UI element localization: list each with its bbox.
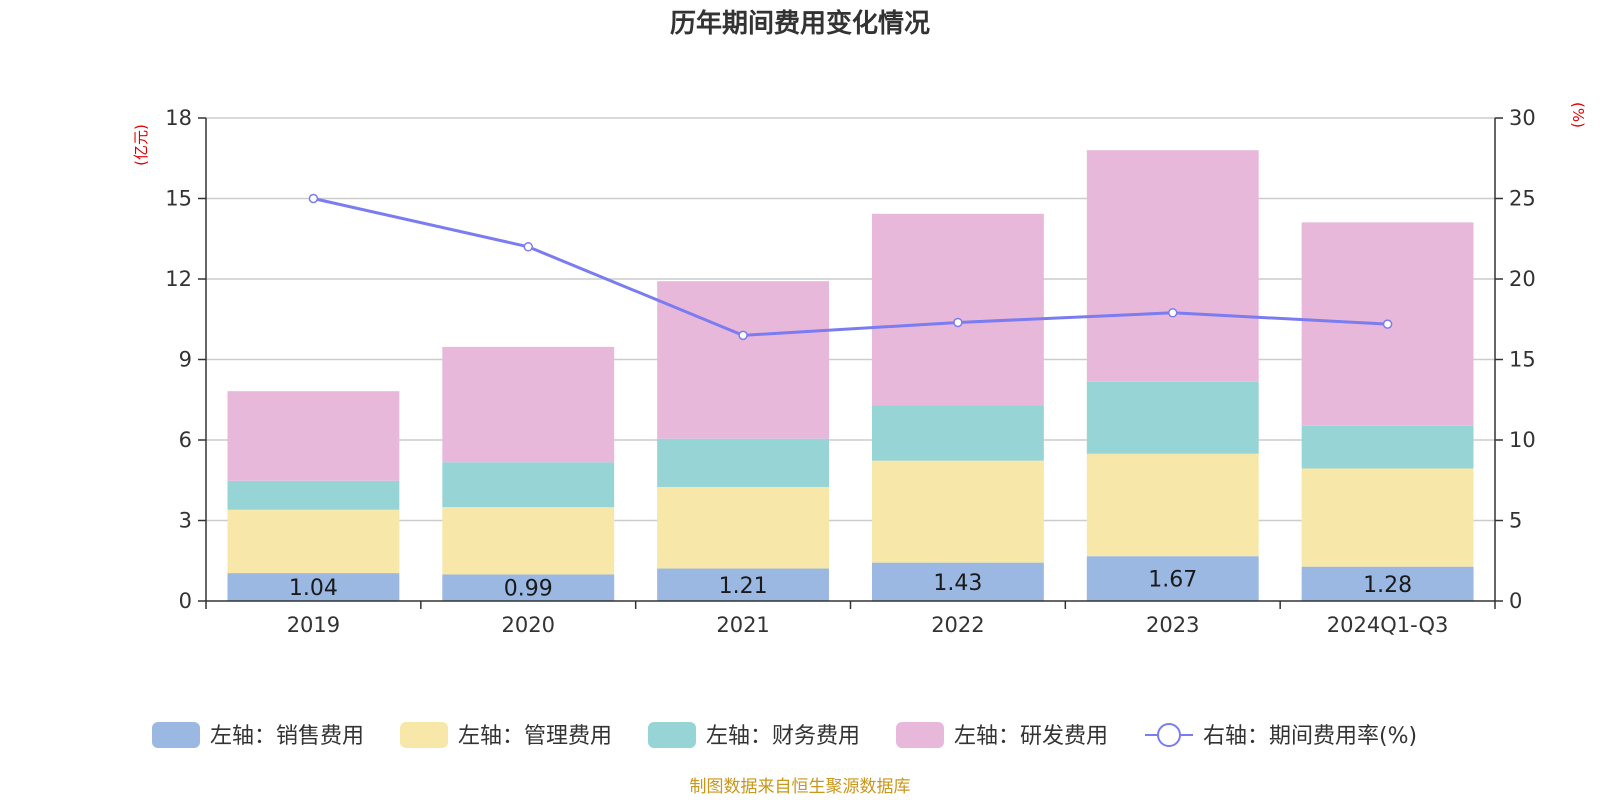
bar-3-2020 <box>442 462 615 508</box>
legend-item[interactable]: 左轴：管理费用 <box>400 722 612 749</box>
right-tick-label: 0 <box>1509 589 1522 613</box>
data-label: 1.67 <box>1148 568 1197 593</box>
rate-point <box>523 242 533 252</box>
legend-label: 左轴：财务费用 <box>706 724 860 749</box>
bar-1-2020 <box>442 574 615 601</box>
bar-2-2021 <box>657 486 830 569</box>
bar-4-2020 <box>442 346 615 463</box>
bar-4-2021 <box>657 281 830 439</box>
x-tick-label: 2024Q1-Q3 <box>1327 613 1449 637</box>
bar-3-2022 <box>871 405 1044 461</box>
right-tick-label: 30 <box>1509 106 1536 130</box>
legend: 左轴：销售费用 左轴：管理费用 左轴：财务费用 左轴：研发费用 右轴：期间费用率(%) <box>152 722 1417 749</box>
bar-4-2019 <box>227 391 400 481</box>
left-tick-label: 15 <box>165 187 192 211</box>
rate-point <box>953 317 963 328</box>
data-label: 1.21 <box>719 574 768 599</box>
legend-item[interactable]: 左轴：销售费用 <box>152 722 364 749</box>
bar-4-2023 <box>1086 150 1259 382</box>
left-tick-label: 9 <box>179 348 192 372</box>
rate-point <box>738 330 748 341</box>
rate-line <box>313 197 1388 337</box>
legend-label: 右轴：期间费用率(%) <box>1203 724 1417 749</box>
left-tick-label: 0 <box>179 589 192 613</box>
legend-label: 左轴：管理费用 <box>458 724 612 749</box>
right-axis-unit: (%) <box>1569 102 1587 128</box>
bar-3-2021 <box>657 438 830 487</box>
x-tick-label: 2019 <box>287 613 340 637</box>
left-tick-label: 3 <box>179 509 192 533</box>
rate-point <box>308 193 319 204</box>
right-tick-label: 25 <box>1509 187 1536 211</box>
right-tick-label: 5 <box>1509 509 1522 533</box>
bar-1-2022 <box>871 562 1044 601</box>
rate-point <box>1168 308 1178 318</box>
legend-swatch <box>896 722 944 748</box>
data-label: 1.43 <box>933 571 982 596</box>
bar-1-2019 <box>227 573 400 601</box>
line-series <box>308 193 1393 341</box>
bar-2-2020 <box>442 507 615 575</box>
bar-1-2023 <box>1086 556 1259 601</box>
data-label: 1.28 <box>1363 573 1412 598</box>
x-tick-label: 2023 <box>1146 613 1199 637</box>
bar-2-2023 <box>1086 453 1259 557</box>
right-tick-label: 20 <box>1509 267 1536 291</box>
x-tick-label: 2022 <box>931 613 984 637</box>
legend-label: 左轴：研发费用 <box>954 724 1108 749</box>
bar-2-2019 <box>227 509 400 574</box>
bar-2-2022 <box>871 460 1044 563</box>
chart-title: 历年期间费用变化情况 <box>670 8 930 39</box>
x-tick-label: 2021 <box>716 613 769 637</box>
legend-item[interactable]: 右轴：期间费用率(%) <box>1145 723 1417 749</box>
bar-3-2023 <box>1086 381 1259 454</box>
legend-marker <box>1157 723 1181 747</box>
left-tick-label: 12 <box>165 267 192 291</box>
bar-1-2021 <box>657 568 830 601</box>
legend-item[interactable]: 左轴：财务费用 <box>648 722 860 749</box>
bar-3-2024Q1-Q3 <box>1301 425 1474 469</box>
left-axis-unit: (亿元) <box>132 124 150 166</box>
bar-2-2024Q1-Q3 <box>1301 468 1474 567</box>
axes: 0 3 6 9 12 15 18 0 5 10 15 20 25 30 2019 2020 2021 2022 20… <box>165 106 1535 637</box>
left-tick-label: 6 <box>179 428 192 452</box>
source-note: 制图数据来自恒生聚源数据库 <box>690 777 911 797</box>
legend-swatch <box>648 722 696 748</box>
left-tick-label: 18 <box>165 106 192 130</box>
legend-label: 左轴：销售费用 <box>210 724 364 749</box>
data-label: 0.99 <box>504 577 553 602</box>
legend-swatch <box>152 722 200 748</box>
legend-swatch <box>400 722 448 748</box>
bar-4-2022 <box>871 213 1044 406</box>
data-labels: 1.04 0.99 1.21 1.43 1.67 1.28 <box>289 568 1412 602</box>
right-tick-label: 10 <box>1509 428 1536 452</box>
bar-3-2019 <box>227 480 400 510</box>
right-tick-label: 15 <box>1509 348 1536 372</box>
bar-1-2024Q1-Q3 <box>1301 566 1474 601</box>
bar-series <box>227 150 1474 601</box>
rate-point <box>1382 319 1393 329</box>
data-label: 1.04 <box>289 576 338 601</box>
legend-item[interactable]: 左轴：研发费用 <box>896 722 1108 749</box>
grid-lines <box>206 117 1495 522</box>
x-tick-label: 2020 <box>502 613 555 637</box>
